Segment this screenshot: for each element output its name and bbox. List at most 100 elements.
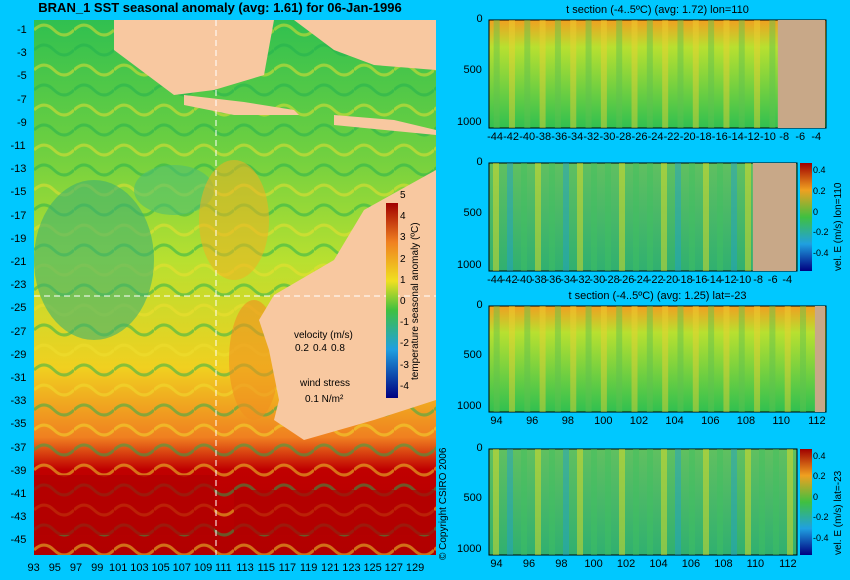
map-lat-tick: -39: [10, 464, 27, 477]
map-lon-tick: 115: [257, 562, 275, 574]
velocity-value-2: 0.8: [331, 343, 345, 354]
map-lon-tick: 111: [215, 562, 232, 574]
section-x-tick: 94: [490, 415, 503, 427]
section-x-tick: 110: [772, 415, 790, 427]
section-title-2: t section (-4..5ºC) (avg: 1.25) lat=-23: [568, 290, 747, 302]
map-lon-tick: 93: [27, 562, 40, 574]
map-lat-tick: -33: [10, 395, 27, 408]
map-lat-tick: -3: [17, 47, 27, 60]
map-lat-tick: -13: [10, 163, 27, 176]
velocity-label: velocity (m/s): [294, 330, 353, 341]
map-lat-tick: -37: [10, 441, 27, 454]
section-x-tick: -6: [795, 131, 806, 143]
section-plot-1: [488, 162, 798, 272]
section-x-tick: 104: [649, 558, 668, 570]
map-lat-tick: -11: [10, 140, 26, 152]
map-colorbar-tick: -4: [400, 380, 409, 392]
section-x-tick: -38: [530, 274, 547, 286]
section-plot-3: [488, 448, 798, 556]
section-x-tick: 106: [701, 415, 720, 427]
section-colorbar-tick: -0.2: [813, 512, 829, 523]
section-x-tick: -26: [631, 131, 648, 143]
section-x-tick: -40: [516, 274, 533, 286]
map-lon-tick: 117: [278, 562, 297, 574]
sst-map-plot: [34, 20, 436, 555]
wind-stress-label: wind stress: [300, 378, 351, 389]
section-colorbar-tick: -0.4: [813, 532, 829, 543]
section-x-tick: 94: [490, 558, 503, 570]
section-x-tick: 98: [555, 558, 568, 570]
map-lon-tick: 97: [69, 562, 83, 574]
section-colorbar-1: [800, 163, 812, 271]
section-x-tick: -20: [662, 274, 679, 286]
map-lat-tick: -29: [10, 348, 27, 361]
section-y-tick: 500: [463, 64, 482, 77]
section-x-tick: 100: [584, 558, 603, 570]
map-lon-tick: 99: [91, 562, 104, 574]
section-x-tick: -6: [767, 274, 778, 286]
map-lat-tick: -25: [10, 302, 27, 315]
velocity-value-0: 0.2: [295, 343, 309, 354]
section-colorbar-tick: 0.4: [813, 451, 826, 461]
map-lon-tick: 105: [151, 562, 170, 574]
section-x-tick: -28: [615, 131, 632, 143]
section-x-tick: -4: [811, 131, 822, 143]
section-x-tick: -42: [503, 131, 520, 143]
map-lat-tick: -1: [17, 24, 27, 36]
chart-title: BRAN_1 SST seasonal anomaly (avg: 1.61) …: [38, 0, 402, 15]
section-y-tick: 500: [463, 349, 482, 362]
velocity-value-1: 0.4: [313, 343, 327, 354]
section-y-tick: 0: [476, 442, 483, 454]
section-x-tick: -36: [551, 131, 568, 143]
map-lon-tick: 95: [48, 562, 61, 574]
section-y-tick: 1000: [457, 115, 482, 128]
section-x-tick: 112: [808, 415, 826, 427]
map-lon-tick: 101: [109, 562, 128, 574]
section-x-tick: -8: [779, 131, 790, 143]
map-colorbar-tick: 5: [400, 190, 406, 201]
section-x-tick: -12: [720, 274, 737, 286]
sst-colorbar: [386, 203, 398, 398]
section-y-tick: 1000: [457, 258, 482, 271]
section-x-tick: 108: [714, 558, 733, 570]
section-y-tick: 0: [476, 13, 483, 25]
section-x-tick: -34: [560, 274, 576, 286]
section-x-tick: 108: [736, 415, 756, 427]
java-land: [184, 95, 299, 115]
section-y-tick: 500: [463, 207, 482, 220]
section-y-tick: 0: [476, 299, 483, 311]
map-lon-tick: 125: [363, 562, 382, 574]
map-lat-tick: -5: [17, 70, 27, 83]
section-y-tick: 500: [463, 492, 482, 505]
section-x-tick: -44: [487, 274, 503, 286]
section-x-tick: -20: [679, 131, 696, 143]
section-colorbar-3: [800, 449, 812, 555]
section-plot-2: [488, 305, 827, 413]
section-x-tick: -28: [603, 274, 620, 286]
section-x-tick: -10: [735, 274, 752, 286]
borneo-land: [294, 20, 436, 70]
section-colorbar-label-1: vel. E (m/s) lon=110: [833, 182, 844, 271]
section-x-tick: 110: [746, 558, 765, 570]
section-x-tick: -42: [501, 274, 518, 286]
section-x-tick: -36: [545, 274, 562, 286]
map-lon-tick: 123: [342, 562, 361, 574]
section-x-tick: -30: [599, 131, 616, 143]
map-lon-tick: 107: [172, 562, 191, 574]
section-x-tick: 98: [561, 415, 574, 427]
map-colorbar-label: temperature seasonal anomaly (ºC): [410, 222, 421, 380]
section-x-tick: -32: [583, 131, 600, 143]
map-lat-tick: -41: [10, 488, 27, 500]
section-x-tick: 100: [594, 415, 613, 427]
map-colorbar-tick: 3: [400, 232, 406, 244]
section-y-tick: 1000: [457, 399, 482, 412]
map-lon-tick: 121: [321, 562, 340, 574]
map-colorbar-tick: 0: [400, 296, 406, 307]
section-x-tick: -22: [647, 274, 664, 286]
map-lat-tick: -23: [10, 279, 27, 292]
map-lon-tick: 127: [384, 562, 403, 574]
map-lat-tick: -7: [17, 93, 27, 106]
section-x-tick: 102: [629, 415, 649, 427]
map-lat-tick: -45: [10, 534, 27, 547]
section-x-tick: -22: [663, 131, 680, 143]
